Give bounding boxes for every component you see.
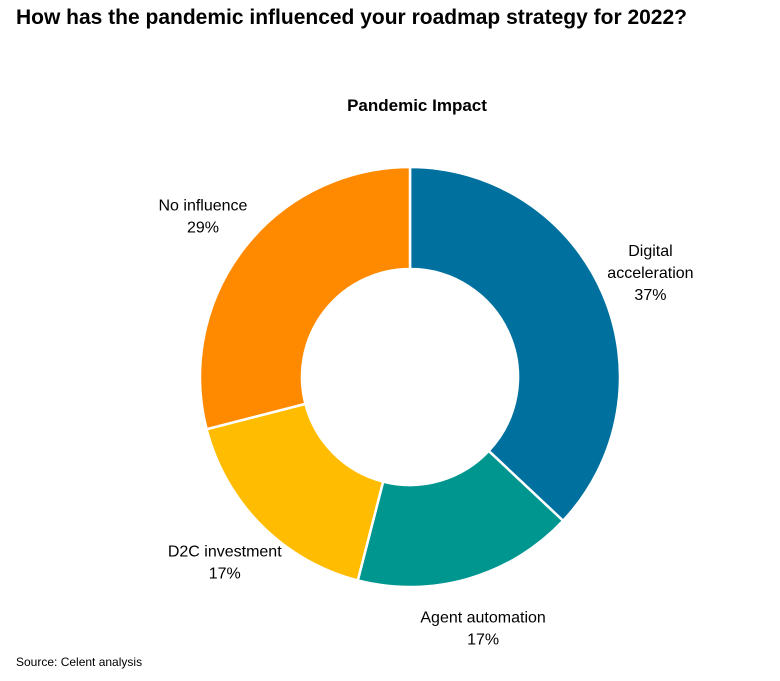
slice-label-no-influence: No influence 29% bbox=[159, 197, 248, 236]
chart-title: Pandemic Impact bbox=[347, 96, 487, 115]
page-title: How has the pandemic influenced your roa… bbox=[16, 6, 687, 29]
slice-digital-acceleration[interactable] bbox=[408, 165, 622, 523]
source-note: Source: Celent analysis bbox=[16, 655, 143, 669]
slice-label-agent-automation: Agent automation 17% bbox=[420, 610, 545, 649]
slice-label-digital-acceleration: Digital acceleration 37% bbox=[607, 243, 693, 304]
slice-no-influence[interactable] bbox=[198, 165, 412, 431]
slice-agent-automation[interactable] bbox=[356, 449, 565, 589]
slice-d2c-investment[interactable] bbox=[205, 402, 385, 582]
slice-label-d2c-investment: D2C investment 17% bbox=[168, 543, 282, 582]
